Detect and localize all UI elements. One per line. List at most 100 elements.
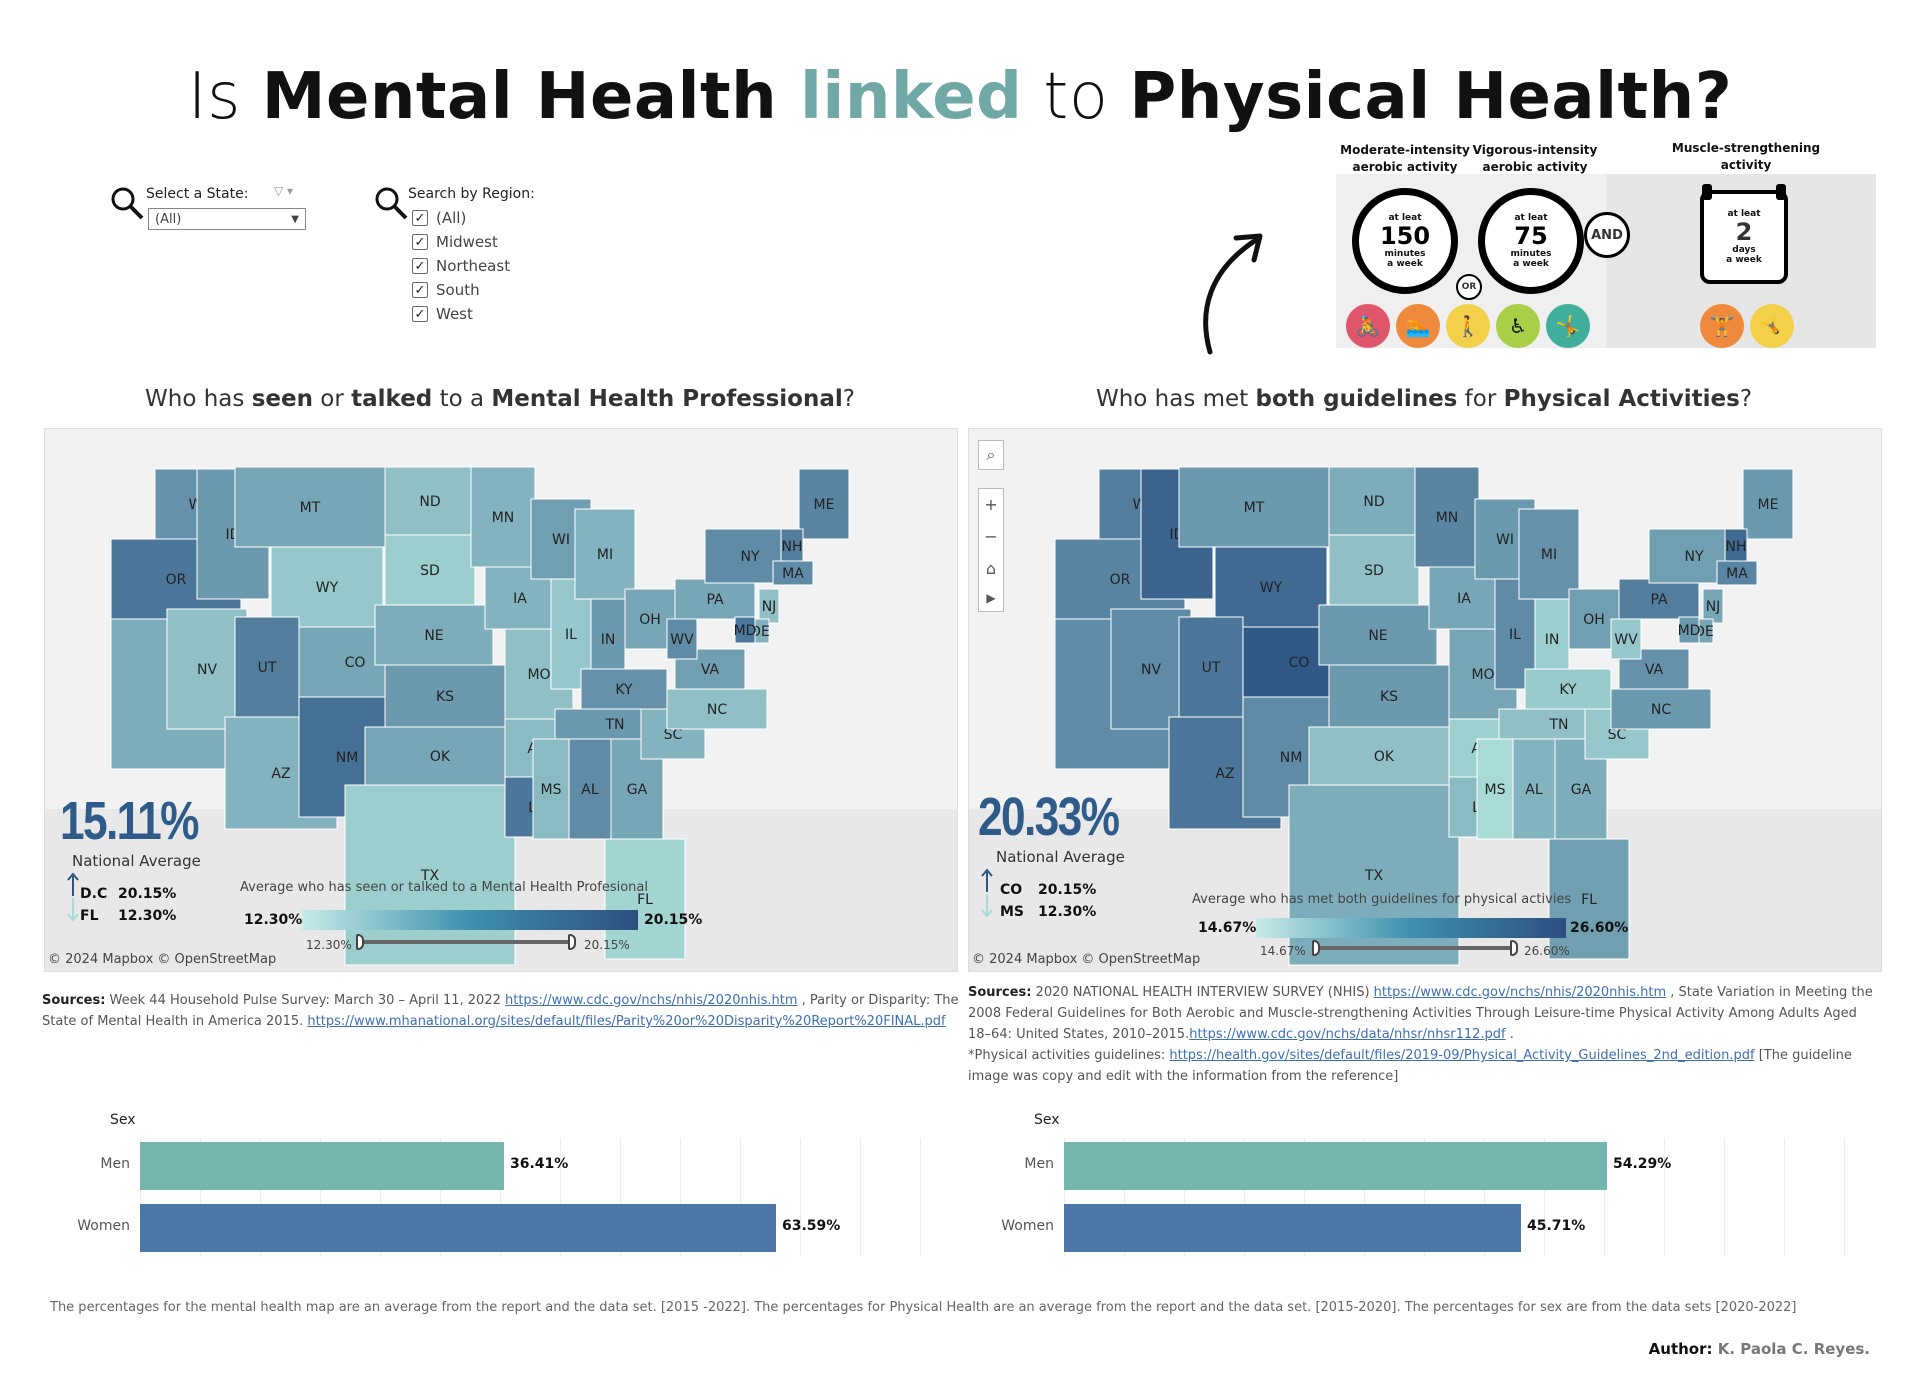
footnote: The percentages for the mental health ma… — [50, 1300, 1797, 1315]
badge-top-text: at leat — [1727, 209, 1761, 219]
state-label: NC — [707, 702, 727, 718]
sources-link[interactable]: https://www.cdc.gov/nchs/nhis/2020nhis.h… — [505, 993, 798, 1008]
state-md[interactable] — [734, 616, 756, 644]
mental-health-map[interactable]: WAORCAIDNVMTWYUTAZCONMNDSDNEKSOKTXMNIAMO… — [44, 428, 958, 972]
sources-link[interactable]: https://www.cdc.gov/nchs/nhis/2020nhis.h… — [1373, 985, 1667, 1000]
region-option[interactable]: ✓ Northeast — [412, 254, 510, 278]
region-option[interactable]: ✓ West — [412, 302, 510, 326]
state-md[interactable] — [1678, 616, 1700, 644]
sources-text: Week 44 Household Pulse Survey: March 30… — [105, 993, 505, 1008]
badge-number: 150 — [1379, 222, 1431, 250]
state-label: AL — [581, 782, 599, 798]
zoom-in-icon[interactable]: + — [984, 495, 998, 515]
play-icon[interactable]: ▶ — [986, 590, 996, 605]
checkbox-checked-icon[interactable]: ✓ — [412, 210, 428, 226]
physical-activity-map[interactable]: WAORCAIDNVMTWYUTAZCONMNDSDNEKSOKTXMNIAMO… — [968, 428, 1882, 972]
mental-health-map-canvas[interactable]: WAORCAIDNVMTWYUTAZCONMNDSDNEKSOKTXMNIAMO… — [45, 429, 958, 972]
state-label: SD — [420, 563, 440, 579]
home-icon[interactable]: ⌂ — [985, 558, 997, 578]
state-wv[interactable] — [666, 618, 698, 660]
mental-range-slider[interactable] — [358, 940, 572, 944]
bar-women[interactable] — [140, 1204, 776, 1252]
state-sd[interactable] — [384, 534, 476, 606]
checkbox-checked-icon[interactable]: ✓ — [412, 306, 428, 322]
state-pa[interactable] — [1618, 578, 1700, 620]
state-sd[interactable] — [1328, 534, 1420, 606]
filter-funnel-icon[interactable]: ▽ ▾ — [274, 184, 294, 198]
checkbox-checked-icon[interactable]: ✓ — [412, 234, 428, 250]
slider-handle-max[interactable] — [1510, 940, 1518, 956]
state-label: NY — [1684, 549, 1703, 565]
title-part: talked — [351, 386, 433, 412]
bar-men[interactable] — [140, 1142, 504, 1190]
physical-range-slider[interactable] — [1316, 946, 1516, 950]
state-mi[interactable] — [1518, 508, 1580, 600]
state-ks[interactable] — [1328, 664, 1450, 728]
sources-link[interactable]: https://www.mhanational.org/sites/defaul… — [307, 1014, 946, 1029]
state-ky[interactable] — [1524, 668, 1612, 710]
state-ut[interactable] — [234, 616, 300, 718]
title-word-physical-health: Physical Health? — [1129, 60, 1733, 134]
state-nc[interactable] — [666, 688, 768, 730]
state-ma[interactable] — [772, 560, 814, 586]
moderate-minutes-badge: at leat 150 minutes a week — [1352, 188, 1458, 294]
sources-link[interactable]: https://www.cdc.gov/nchs/data/nhsr/nhsr1… — [1189, 1027, 1506, 1042]
slider-handle-min[interactable] — [356, 934, 364, 950]
state-nv[interactable] — [1110, 608, 1192, 730]
badge-number: 2 — [1735, 218, 1753, 246]
state-value: 20.15% — [118, 886, 177, 902]
physical-map-attribution[interactable]: © 2024 Mapbox © OpenStreetMap — [972, 952, 1201, 967]
physical-highest-state: CO 20.15% — [1000, 882, 1096, 898]
region-option[interactable]: ✓ South — [412, 278, 510, 302]
state-wv[interactable] — [1610, 618, 1642, 660]
state-tx[interactable] — [344, 784, 516, 966]
badge-unit: days — [1732, 245, 1756, 255]
state-fl[interactable] — [604, 838, 686, 960]
state-ne[interactable] — [374, 604, 494, 666]
state-al[interactable] — [1512, 738, 1556, 840]
state-ky[interactable] — [580, 668, 668, 710]
state-ok[interactable] — [364, 726, 516, 786]
state-me[interactable] — [1742, 468, 1794, 540]
physical-activity-map-canvas[interactable]: WAORCAIDNVMTWYUTAZCONMNDSDNEKSOKTXMNIAMO… — [969, 429, 1882, 972]
state-wy[interactable] — [1214, 546, 1328, 628]
physical-legend-max: 26.60% — [1570, 920, 1629, 936]
mental-highest-state: D.C 20.15% — [80, 886, 176, 902]
state-label: NV — [1141, 662, 1161, 678]
state-nd[interactable] — [384, 466, 476, 536]
slider-handle-min[interactable] — [1312, 940, 1320, 956]
state-fl[interactable] — [1548, 838, 1630, 960]
state-label: IN — [601, 632, 616, 648]
map-search-button[interactable]: ⌕ — [978, 440, 1004, 470]
state-label: MN — [1436, 510, 1459, 526]
bar-women[interactable] — [1064, 1204, 1521, 1252]
checkbox-checked-icon[interactable]: ✓ — [412, 282, 428, 298]
slider-handle-max[interactable] — [568, 934, 576, 950]
state-label: IL — [565, 627, 577, 643]
state-ne[interactable] — [1318, 604, 1438, 666]
region-option[interactable]: ✓ (All) — [412, 206, 510, 230]
or-badge: OR — [1456, 274, 1482, 300]
region-option[interactable]: ✓ Midwest — [412, 230, 510, 254]
mental-map-attribution[interactable]: © 2024 Mapbox © OpenStreetMap — [48, 952, 277, 967]
state-ma[interactable] — [1716, 560, 1758, 586]
state-ks[interactable] — [384, 664, 506, 728]
guidelines-link[interactable]: https://health.gov/sites/default/files/2… — [1169, 1048, 1755, 1063]
checkbox-checked-icon[interactable]: ✓ — [412, 258, 428, 274]
state-mt[interactable] — [234, 466, 386, 548]
state-label: ND — [419, 494, 440, 510]
state-label: SD — [1364, 563, 1384, 579]
state-ms[interactable] — [1476, 738, 1514, 840]
sex-axis-label: Sex — [1034, 1112, 1060, 1128]
state-mn[interactable] — [470, 466, 536, 568]
state-mt[interactable] — [1178, 466, 1330, 548]
state-label: FL — [1581, 892, 1597, 908]
state-mn[interactable] — [1414, 466, 1480, 568]
bar-men[interactable] — [1064, 1142, 1607, 1190]
state-label: OR — [1110, 572, 1131, 588]
state-nv[interactable] — [166, 608, 248, 730]
zoom-out-icon[interactable]: − — [984, 527, 998, 547]
mental-legend-max: 20.15% — [644, 912, 703, 928]
state-me[interactable] — [798, 468, 850, 540]
state-select[interactable]: (All) ▼ — [148, 208, 306, 230]
